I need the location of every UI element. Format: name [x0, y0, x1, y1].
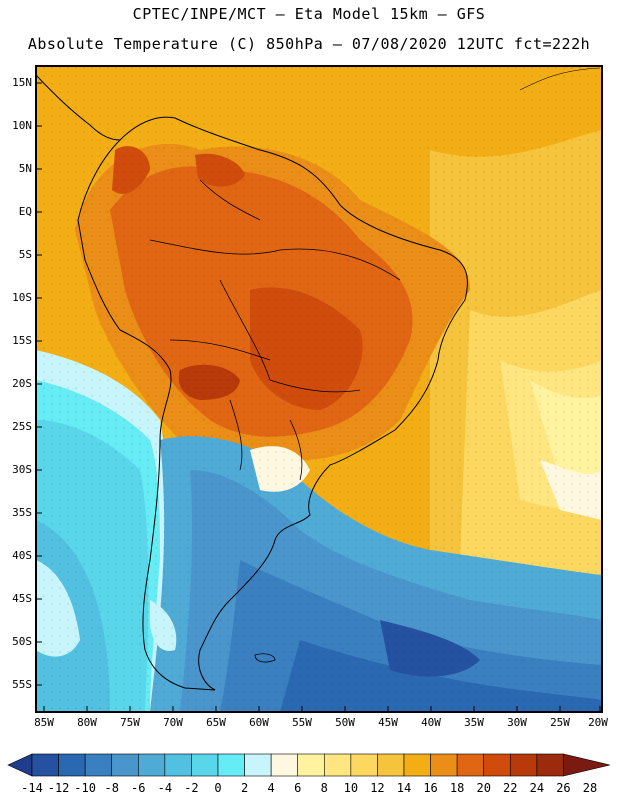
- colorbar-tick-label: -8: [104, 781, 119, 795]
- colorbar-box: [297, 753, 325, 777]
- lon-label: 85W: [34, 716, 54, 729]
- lon-label: 55W: [292, 716, 312, 729]
- colorbar-box: [164, 753, 192, 777]
- colorbar-box: [244, 753, 272, 777]
- colorbar: [7, 753, 611, 777]
- colorbar-box: [58, 753, 86, 777]
- lat-label: 15N: [12, 76, 32, 89]
- lon-label: 80W: [77, 716, 97, 729]
- colorbar-tick-label: 10: [343, 781, 359, 795]
- colorbar-box: [191, 753, 219, 777]
- lon-label: 25W: [550, 716, 570, 729]
- lat-label: 20S: [12, 377, 32, 390]
- axis-ticks: [36, 82, 601, 712]
- lon-label: 65W: [206, 716, 226, 729]
- colorbar-tick-label: 2: [240, 781, 249, 795]
- colorbar-tick-label: -4: [157, 781, 173, 795]
- colorbar-box: [217, 753, 245, 777]
- colorbar-min-arrow: [7, 753, 33, 777]
- lat-label: EQ: [18, 205, 32, 218]
- colorbar-tick-label: -6: [131, 781, 146, 795]
- colorbar-tick-label: 6: [294, 781, 302, 795]
- colorbar-box: [509, 753, 538, 777]
- colorbar-box: [483, 753, 511, 777]
- lon-label: 20W: [588, 716, 608, 729]
- lat-label: 50S: [12, 635, 32, 648]
- colorbar-box: [430, 753, 458, 777]
- temperature-map: [35, 65, 603, 713]
- colorbar-box: [403, 753, 431, 777]
- colorbar-tick-label: 16: [423, 781, 438, 795]
- lat-label: 5N: [18, 162, 32, 175]
- lat-label: 55S: [12, 678, 32, 691]
- colorbar-box: [84, 753, 113, 777]
- colorbar-tick-label: 28: [582, 781, 598, 795]
- colorbar-tick-label: 24: [529, 781, 545, 795]
- colorbar-tick-label: 22: [503, 781, 518, 795]
- lat-label: 35S: [12, 506, 32, 519]
- colorbar-box: [536, 753, 564, 777]
- colorbar-tick-label: 0: [214, 781, 222, 795]
- colorbar-box: [323, 753, 352, 777]
- lon-label: 60W: [249, 716, 269, 729]
- colorbar-tick-label: 14: [396, 781, 412, 795]
- colorbar-tick-label: 26: [556, 781, 571, 795]
- lat-label: 30S: [12, 463, 32, 476]
- colorbar-tick-label: -2: [184, 781, 199, 795]
- colorbar-max-arrow: [563, 753, 611, 777]
- colorbar-box: [31, 753, 59, 777]
- lon-label: 35W: [464, 716, 484, 729]
- lat-label: 40S: [12, 549, 32, 562]
- lat-label: 10N: [12, 119, 32, 132]
- colorbar-tick-label: -12: [47, 781, 70, 795]
- colorbar-box: [137, 753, 166, 777]
- lon-label: 45W: [378, 716, 398, 729]
- map-title-line2: Absolute Temperature (C) 850hPa – 07/08/…: [27, 35, 591, 53]
- colorbar-tick-label: 12: [370, 781, 385, 795]
- lat-label: 10S: [12, 291, 32, 304]
- colorbar-box: [270, 753, 299, 777]
- colorbar-tick-label: 18: [449, 781, 465, 795]
- colorbar-tick-label: 8: [320, 781, 328, 795]
- colorbar-tick-label: 4: [267, 781, 275, 795]
- lat-label: 25S: [12, 420, 32, 433]
- map-title-line1: CPTEC/INPE/MCT – Eta Model 15km – GFS: [132, 5, 486, 23]
- lon-label: 30W: [507, 716, 527, 729]
- lon-label: 40W: [421, 716, 441, 729]
- colorbar-tick-label: 20: [476, 781, 491, 795]
- colorbar-box: [111, 753, 139, 777]
- colorbar-box: [377, 753, 405, 777]
- lat-label: 15S: [12, 334, 32, 347]
- colorbar-tick-label: -14: [21, 781, 43, 795]
- map-frame: [35, 65, 603, 713]
- temperature-field: [36, 66, 602, 712]
- lon-label: 70W: [163, 716, 183, 729]
- colorbar-box: [350, 753, 378, 777]
- lon-label: 75W: [120, 716, 140, 729]
- lon-label: 50W: [335, 716, 355, 729]
- lat-label: 5S: [18, 248, 32, 261]
- colorbar-tick-label: -10: [74, 781, 96, 795]
- colorbar-box: [456, 753, 485, 777]
- lat-label: 45S: [12, 592, 32, 605]
